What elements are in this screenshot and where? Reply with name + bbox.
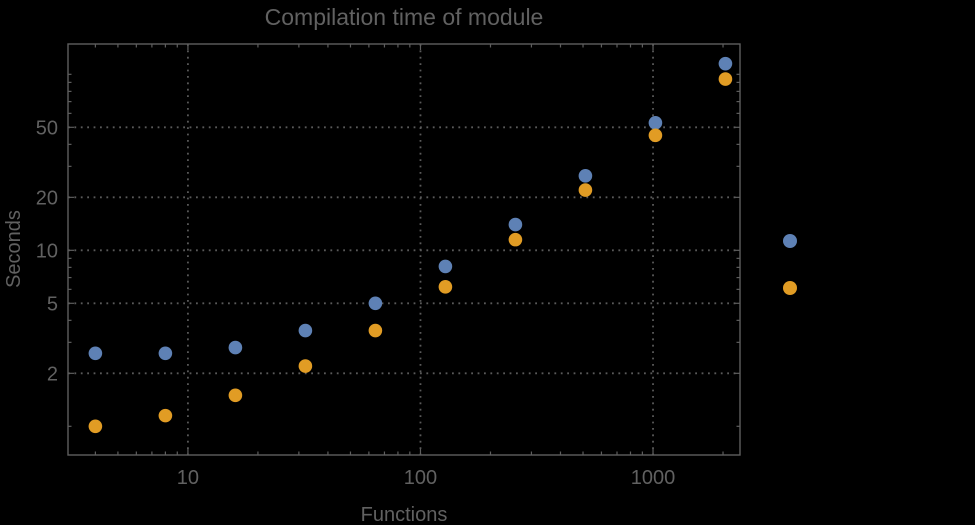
- gridlines: [68, 44, 740, 455]
- x-axis-label: Functions: [361, 504, 448, 525]
- data-point-orange: [438, 280, 453, 294]
- legend: [783, 234, 797, 295]
- x-tick-label: 100: [404, 467, 437, 489]
- x-tick-label: 1000: [631, 467, 676, 489]
- data-point-orange: [228, 388, 243, 403]
- x-tick-label: 10: [177, 467, 199, 489]
- y-tick-label: 2: [47, 363, 58, 385]
- y-tick-label: 5: [47, 293, 58, 315]
- data-point-blue: [228, 340, 243, 355]
- data-point-blue: [718, 56, 733, 71]
- y-tick-label: 10: [36, 240, 58, 262]
- data-points: [88, 56, 733, 434]
- y-tick-label: 50: [36, 117, 58, 139]
- data-point-orange: [88, 419, 103, 434]
- data-point-orange: [648, 128, 663, 143]
- tick-labels: 10 100 1000 2 5 10 20 50: [36, 117, 676, 489]
- data-point-orange: [718, 72, 733, 86]
- data-point-orange: [508, 232, 523, 247]
- chart-title: Compilation time of module: [265, 4, 544, 30]
- data-point-blue: [648, 116, 663, 130]
- data-point-blue: [88, 346, 103, 361]
- data-point-blue: [438, 259, 453, 274]
- data-point-blue: [578, 169, 593, 183]
- data-point-orange: [298, 359, 313, 373]
- data-point-orange: [158, 408, 173, 423]
- legend-marker-orange: [783, 281, 797, 295]
- data-point-orange: [578, 183, 593, 197]
- data-point-orange: [368, 323, 383, 338]
- data-point-blue: [158, 346, 173, 361]
- plot-frame: [67, 43, 741, 456]
- data-point-blue: [298, 323, 313, 338]
- legend-marker-blue: [783, 234, 797, 248]
- y-axis-label: Seconds: [3, 210, 25, 288]
- data-point-blue: [368, 296, 383, 311]
- y-tick-label: 20: [36, 187, 58, 209]
- data-point-blue: [508, 217, 523, 232]
